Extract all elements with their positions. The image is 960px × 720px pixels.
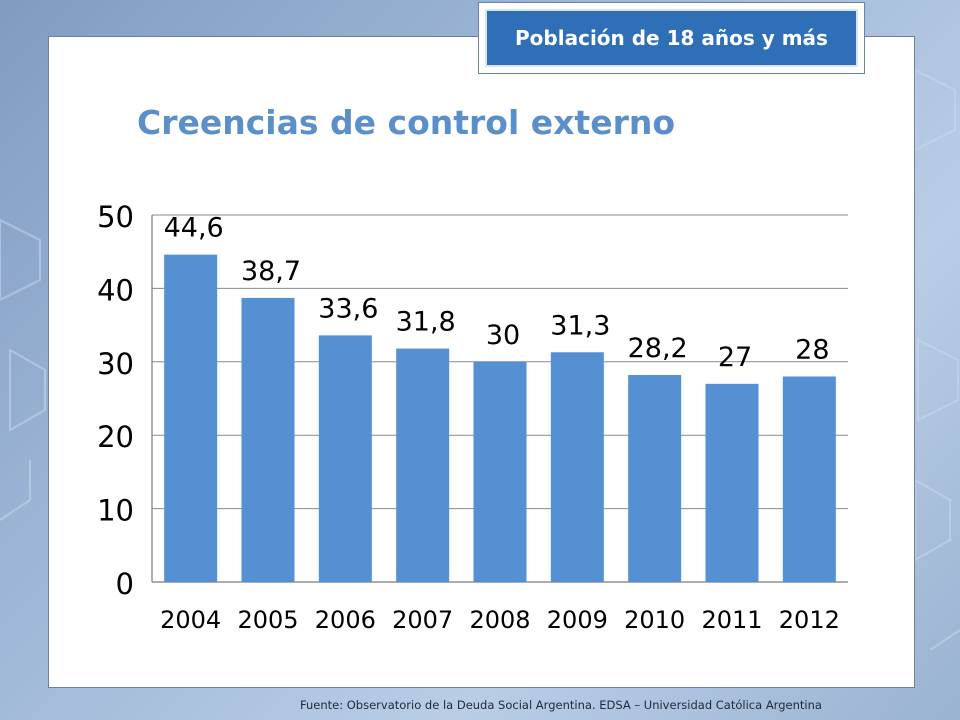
x-tick-label: 2007 xyxy=(392,606,453,634)
x-tick-label: 2011 xyxy=(701,606,762,634)
tick-labels: 0 10 20 30 40 50 2004 2005 2006 2007 2008 2009 2010 2… xyxy=(97,200,840,634)
bar xyxy=(550,352,604,582)
bar xyxy=(241,297,295,582)
bar xyxy=(164,254,218,583)
y-tick-label: 10 xyxy=(97,494,134,528)
x-tick-label: 2012 xyxy=(779,606,840,634)
x-tick-label: 2005 xyxy=(237,606,298,634)
bar xyxy=(473,361,527,582)
y-tick-label: 30 xyxy=(97,347,134,381)
data-label: 33,6 xyxy=(318,293,378,324)
data-label: 31,3 xyxy=(550,310,610,341)
data-label: 38,7 xyxy=(241,256,301,287)
header-badge-fill: Población de 18 años y más xyxy=(485,9,858,67)
data-label: 28 xyxy=(795,334,829,365)
x-tick-label: 2008 xyxy=(469,606,530,634)
y-tick-label: 40 xyxy=(97,273,134,307)
y-tick-label: 0 xyxy=(116,567,134,601)
data-label: 27 xyxy=(718,342,752,373)
y-tick-label: 20 xyxy=(97,420,134,454)
bar xyxy=(396,348,450,582)
x-tick-label: 2010 xyxy=(624,606,685,634)
bar xyxy=(705,383,759,582)
header-badge: Población de 18 años y más xyxy=(478,2,865,74)
data-label: 28,2 xyxy=(628,333,688,364)
x-tick-label: 2006 xyxy=(315,606,376,634)
bar xyxy=(782,376,836,582)
bar xyxy=(628,375,682,582)
header-badge-label: Población de 18 años y más xyxy=(515,26,828,50)
data-label: 30 xyxy=(486,320,520,351)
chart-title: Creencias de control externo xyxy=(137,103,676,142)
y-tick-label: 50 xyxy=(97,200,134,234)
x-tick-label: 2009 xyxy=(547,606,608,634)
data-label: 31,8 xyxy=(396,307,456,338)
bars xyxy=(164,254,836,583)
x-tick-label: 2004 xyxy=(160,606,221,634)
data-labels: 44,6 38,7 33,6 31,8 30 31,3 28,2 27 28 xyxy=(164,213,830,373)
data-label: 44,6 xyxy=(164,213,224,244)
bar xyxy=(318,335,372,582)
source-note: Fuente: Observatorio de la Deuda Social … xyxy=(300,698,822,712)
